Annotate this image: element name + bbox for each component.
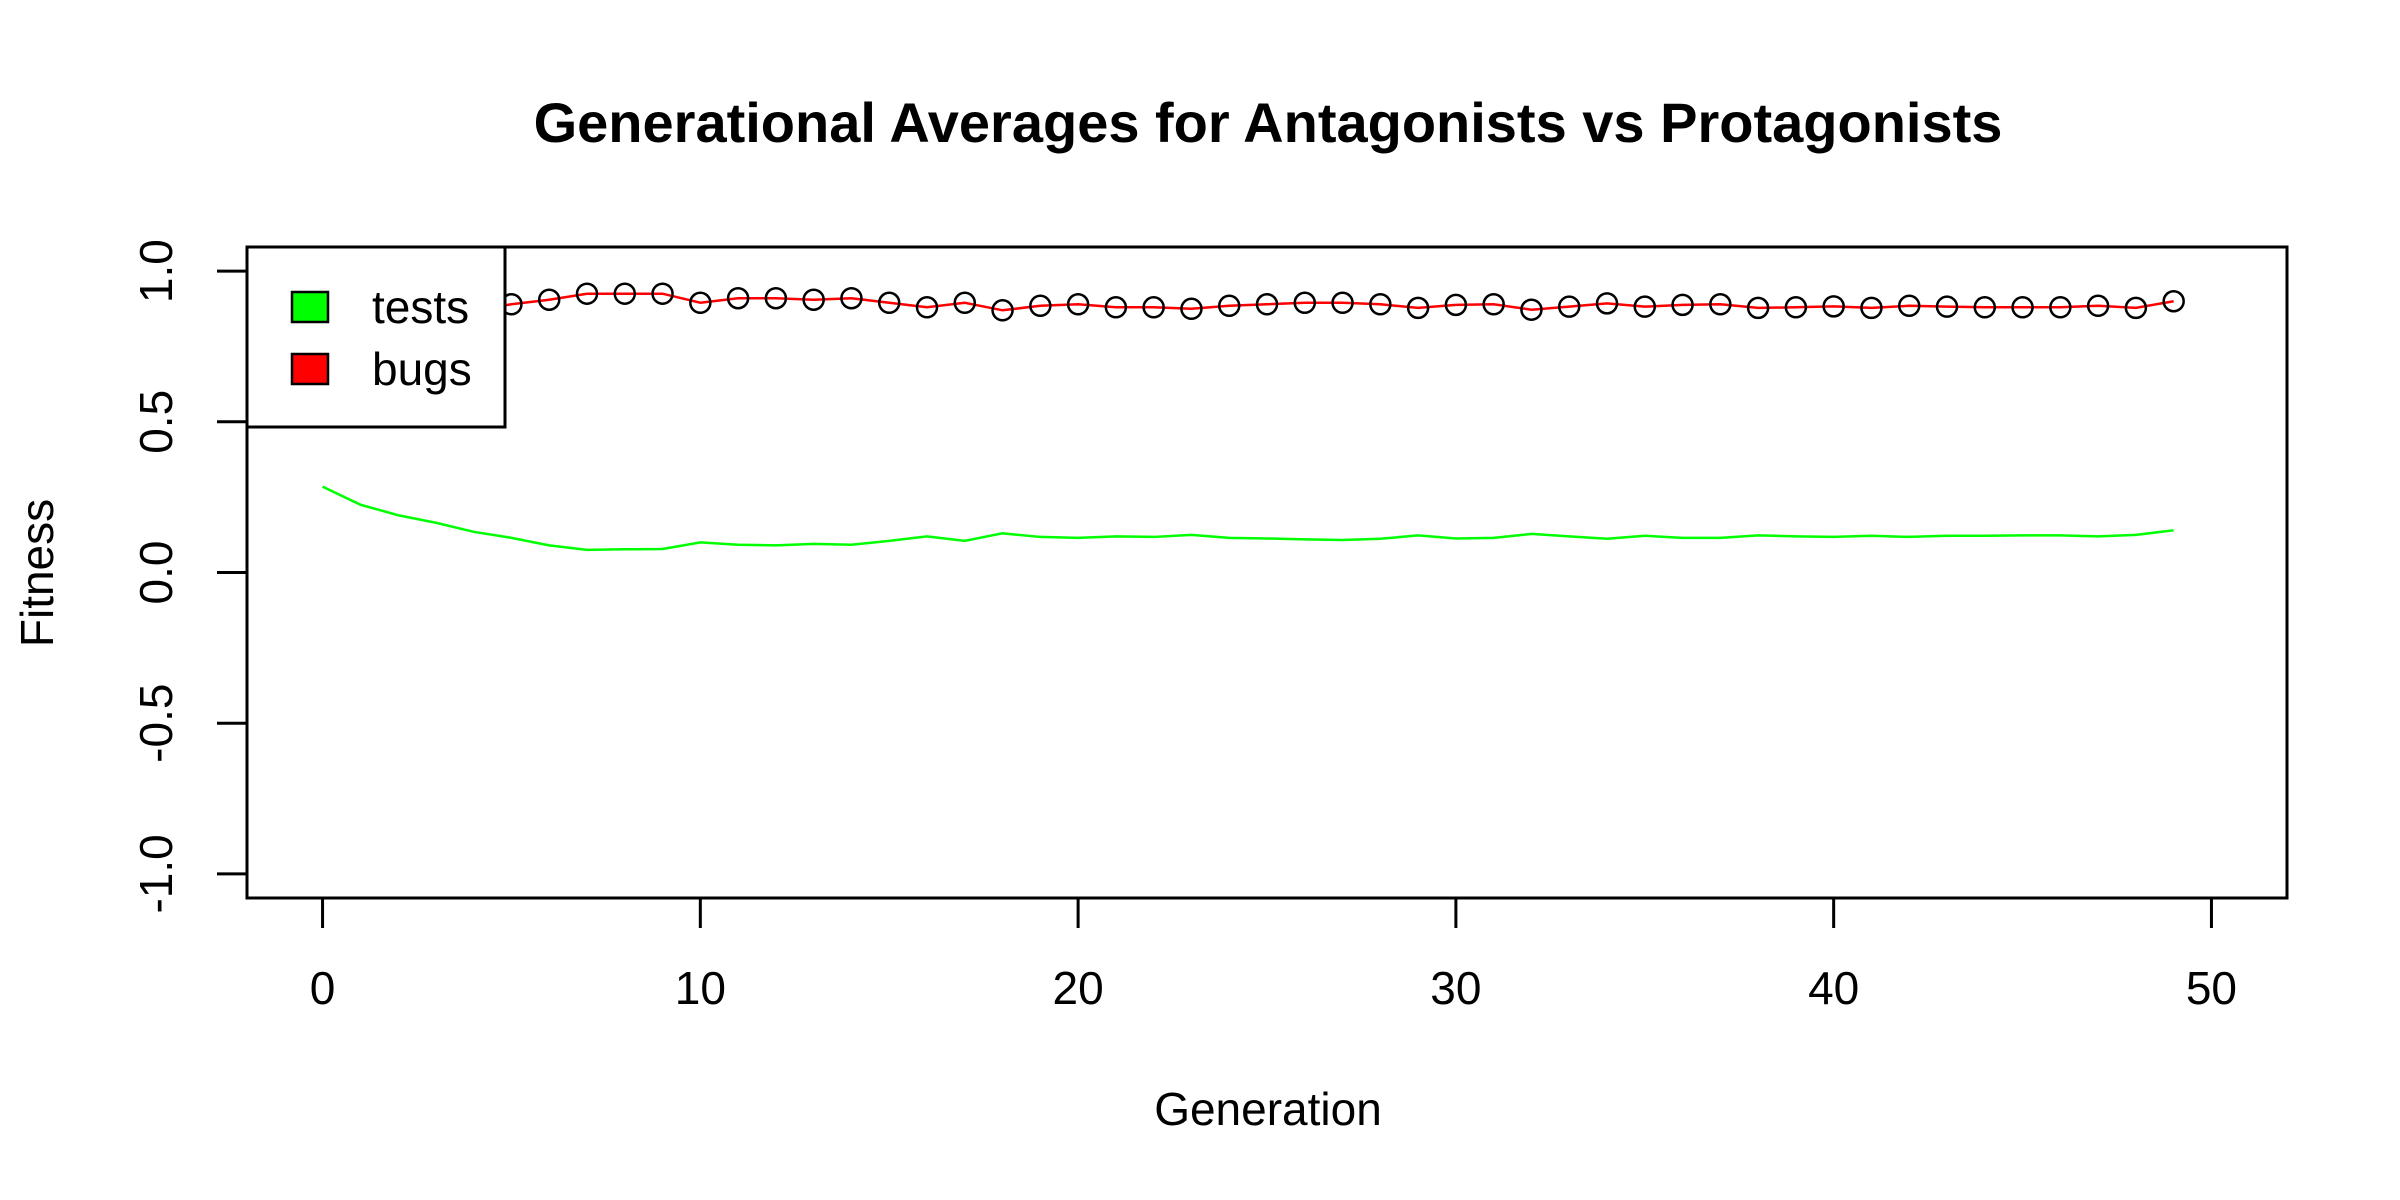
data-point-marker	[1860, 296, 1883, 320]
data-point-marker	[613, 282, 637, 305]
data-point-marker	[1029, 294, 1052, 318]
data-point-marker	[1293, 291, 1317, 315]
data-point-marker	[1520, 298, 1543, 321]
data-point-marker	[2011, 296, 2034, 319]
data-point-marker	[1822, 295, 1845, 318]
x-tick-label: 10	[675, 962, 726, 1014]
x-tick-label: 0	[310, 962, 336, 1014]
data-point-marker	[1369, 293, 1392, 316]
data-point-marker	[1104, 296, 1128, 319]
data-point-marker	[802, 288, 825, 311]
data-point-marker	[537, 288, 561, 311]
data-point-marker	[877, 291, 901, 315]
legend-swatch-tests	[290, 290, 330, 324]
data-point-marker	[1406, 296, 1430, 320]
data-point-marker	[1482, 293, 1505, 316]
y-tick-label: 1.0	[130, 239, 182, 303]
data-point-marker	[840, 286, 863, 310]
data-point-marker	[1331, 291, 1354, 315]
data-point-marker	[1255, 293, 1279, 316]
data-point-marker	[1217, 294, 1241, 318]
legend-label-bugs: bugs	[372, 343, 472, 395]
x-axis-label: Generation	[1154, 1083, 1382, 1135]
data-point-marker	[1935, 295, 1959, 318]
data-point-marker	[953, 291, 977, 315]
data-point-marker	[726, 286, 750, 310]
data-point-marker	[1633, 295, 1657, 318]
data-point-marker	[1180, 297, 1203, 321]
data-point-marker	[1066, 293, 1090, 316]
data-point-marker	[1557, 295, 1581, 318]
y-tick-label: -1.0	[130, 834, 182, 913]
series-line-tests	[322, 485, 2174, 552]
y-tick-label: 0.0	[130, 541, 182, 605]
x-tick-label: 30	[1430, 962, 1481, 1014]
series-line-bugs	[322, 292, 2174, 357]
data-point-marker	[2086, 294, 2110, 318]
data-point-marker	[764, 286, 788, 310]
y-axis: -1.0 -0.5 0.0 0.5 1.0	[130, 239, 249, 914]
data-point-marker	[2162, 290, 2185, 313]
plot-area-border	[245, 245, 2289, 900]
legend-box	[245, 245, 507, 429]
data-point-marker	[1973, 296, 1997, 319]
data-point-marker	[1671, 293, 1694, 317]
x-tick-label: 50	[2186, 962, 2237, 1014]
legend: tests bugs	[245, 245, 507, 429]
y-tick-label: 0.5	[130, 390, 182, 454]
data-point-marker	[991, 299, 1014, 322]
data-point-marker	[915, 296, 939, 319]
x-axis: 0 10 20 30 40 50	[310, 896, 2237, 1014]
data-point-marker	[1444, 293, 1468, 317]
data-point-marker	[689, 291, 712, 315]
x-tick-label: 40	[1808, 962, 1859, 1014]
chart-title: Generational Averages for Antagonists vs…	[534, 91, 2003, 154]
data-point-marker	[1595, 292, 1619, 315]
legend-swatch-bugs	[290, 352, 330, 386]
data-point-marker	[1897, 294, 1921, 318]
data-point-marker	[2124, 296, 2148, 320]
y-tick-label: -0.5	[130, 684, 182, 763]
legend-label-tests: tests	[372, 281, 469, 333]
y-axis-label: Fitness	[11, 499, 63, 647]
data-point-marker	[1784, 296, 1808, 319]
x-tick-label: 20	[1053, 962, 1104, 1014]
data-point-marker	[1746, 296, 1770, 320]
series-layer	[322, 292, 2174, 552]
data-point-marker	[1709, 293, 1732, 316]
data-point-marker	[2049, 296, 2072, 319]
data-point-marker	[651, 282, 674, 305]
data-point-marker	[1142, 296, 1165, 319]
data-point-marker	[575, 282, 599, 305]
marker-layer	[500, 282, 2185, 322]
